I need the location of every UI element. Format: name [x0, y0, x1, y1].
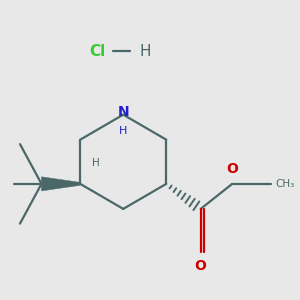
Text: H: H — [140, 44, 151, 59]
Text: Cl: Cl — [89, 44, 106, 59]
Text: H: H — [92, 158, 100, 168]
Text: O: O — [195, 259, 207, 273]
Polygon shape — [41, 177, 80, 191]
Text: H: H — [119, 126, 128, 136]
Text: CH₃: CH₃ — [275, 179, 295, 189]
Text: N: N — [117, 105, 129, 119]
Text: O: O — [226, 163, 238, 176]
